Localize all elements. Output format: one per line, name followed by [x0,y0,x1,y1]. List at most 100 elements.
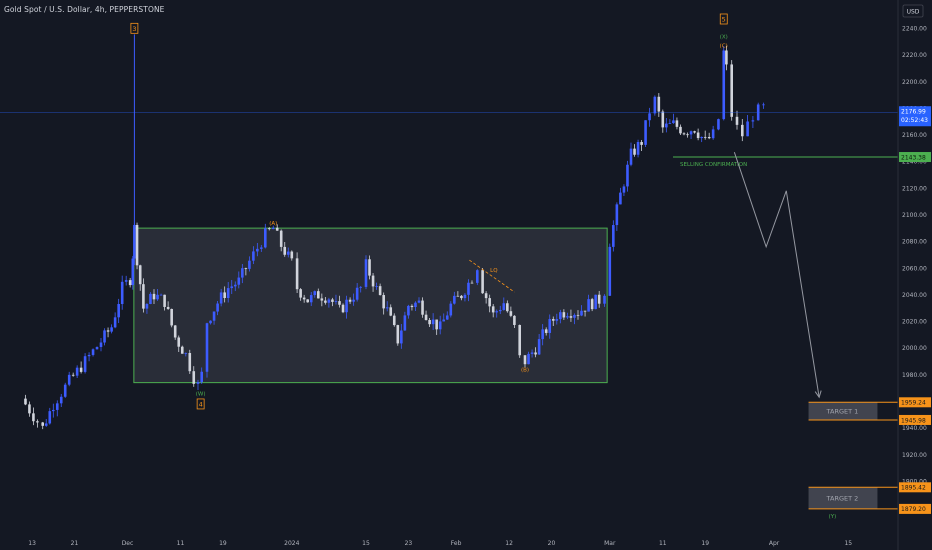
current-price-tag [899,106,931,127]
y-tick-label: 2080.00 [902,239,927,246]
candle-body [689,131,693,135]
candle-body [71,374,75,376]
x-tick-label: Apr [769,540,780,547]
candle-body [334,301,338,302]
candle-body [428,319,431,325]
candle-body [79,367,83,372]
candle-body [717,119,720,130]
candle-body [59,396,63,404]
candle-body [619,192,622,205]
target1-bottom-label: 1945.98 [901,417,926,424]
candle-body [392,315,396,326]
candle-body [180,346,184,354]
candle-body [120,281,124,304]
candle-body [566,316,569,318]
y-tick-label: 2200.00 [902,79,927,86]
wave-label-box [719,13,728,25]
candle-body [75,367,79,376]
candle-body [327,299,331,303]
candle-body [491,306,495,313]
candle-body [703,136,707,138]
candle-body [87,354,91,357]
wave-label-box [130,22,139,34]
price-axis[interactable] [898,0,932,550]
candle-body [653,96,657,114]
candle-body [338,301,341,305]
y-tick-label: 2000.00 [902,345,927,352]
x-tick-label: 11 [177,540,185,547]
candle-body [36,421,39,423]
candle-body [152,293,156,300]
candle-body [534,352,537,355]
candle-body [124,280,128,282]
candle-body [555,319,559,321]
target1-top-label: 1959.24 [901,400,926,407]
candle-body [145,304,149,309]
candle-body [156,294,159,300]
candle-body [622,186,626,193]
candle-body [324,300,327,303]
x-tick-label: 19 [701,540,709,547]
y-tick-label: 2040.00 [902,292,927,299]
y-tick-label: 2160.00 [902,132,927,139]
x-tick-label: 13 [28,540,36,547]
candle-body [518,324,521,356]
candle-body [302,297,306,300]
candle-body [244,268,248,270]
candle-body [502,303,506,310]
candle-body [583,310,587,312]
candle-body [55,403,59,410]
candle-body [597,294,601,304]
candle-body [283,246,287,255]
target2-bottom-label: 1879.20 [901,506,926,513]
candle-body [142,284,145,309]
candle-body [495,311,499,313]
candle-body [544,329,548,333]
candle-body [295,258,299,290]
candle-body [506,303,509,312]
y-tick-label: 1920.00 [902,452,927,459]
candle-body [299,289,302,298]
x-tick-label: 12 [505,540,513,547]
candle-body [216,303,219,312]
candle-body [252,251,255,261]
currency-button[interactable] [902,4,924,18]
candle-body [603,295,606,304]
candle-body [403,315,407,331]
candle-body [368,259,371,276]
candle-body [675,120,679,127]
candle-body [275,227,279,231]
candle-body [460,295,463,299]
candle-body [741,124,744,137]
candle-body [170,308,173,326]
x-tick-label: 19 [219,540,227,547]
candle-body [751,120,755,122]
y-tick-label: 1980.00 [902,372,927,379]
candle-body [271,227,275,230]
candle-body [241,268,244,278]
wave-label-box [196,398,205,410]
candle-body [345,299,348,313]
candle-body [626,164,629,187]
candle-body [209,320,212,324]
candle-body [722,50,726,120]
candle-body [421,300,424,315]
candle-body [636,142,640,155]
candle-body [248,260,251,269]
candle-body [103,330,106,343]
candle-body [184,353,188,354]
x-tick-label: 20 [548,540,556,547]
candle-body [431,319,435,325]
candle-body [223,292,226,299]
candle-body [700,136,703,139]
candle-body [530,352,534,354]
candle-body [672,120,675,124]
candle-body [707,137,711,139]
candle-body [279,230,283,247]
candle-body [467,282,470,295]
candle-body [106,330,110,332]
time-axis[interactable] [0,536,932,550]
current-price-countdown: 02:52:43 [901,117,928,124]
candle-body [590,299,594,310]
